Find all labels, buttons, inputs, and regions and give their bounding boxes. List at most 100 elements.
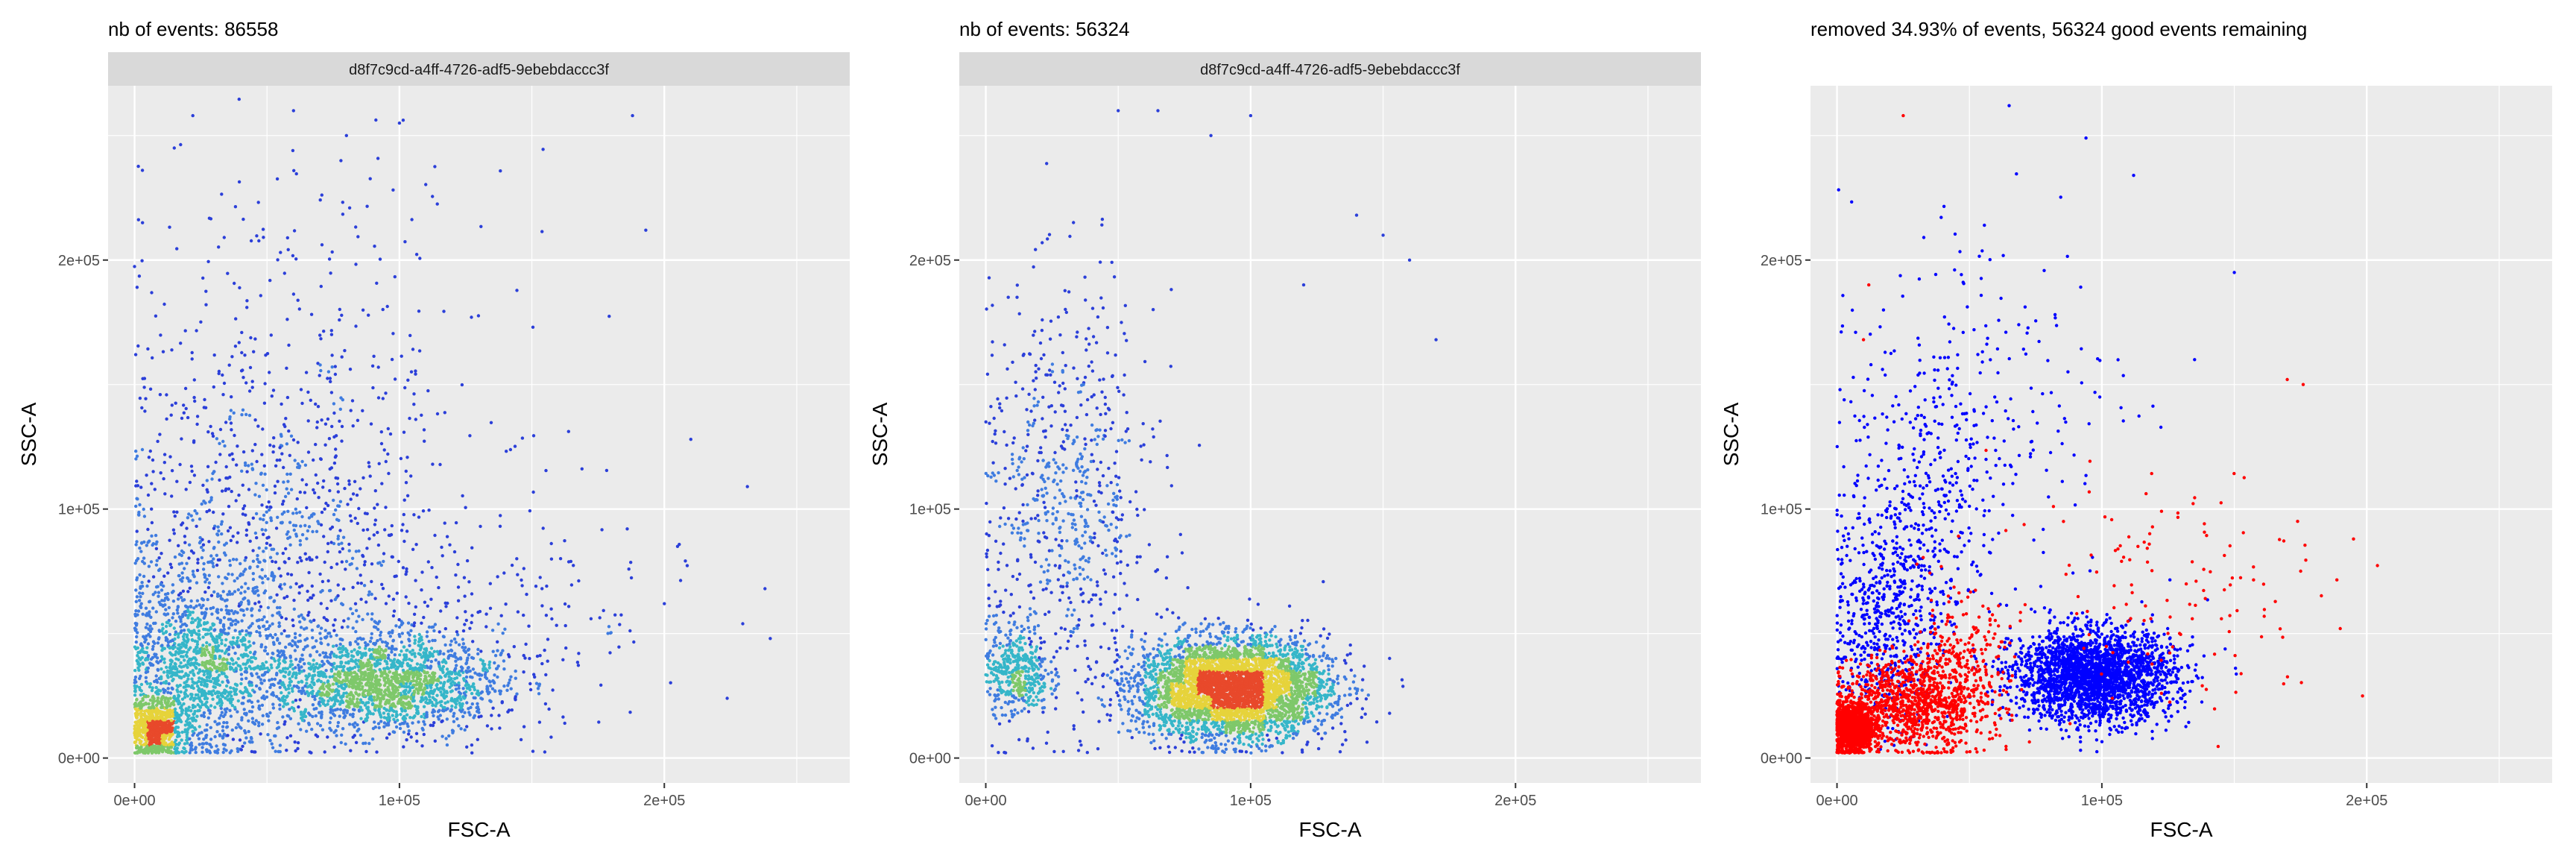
event-point — [173, 710, 177, 714]
event-point — [224, 690, 228, 693]
event-point — [244, 736, 248, 740]
event-point — [379, 691, 383, 696]
event-point — [435, 686, 439, 690]
event-point — [177, 658, 180, 661]
event-point — [221, 680, 224, 684]
event-point — [162, 717, 165, 721]
event-point — [321, 728, 325, 731]
event-point — [353, 725, 356, 729]
event-point — [307, 525, 312, 529]
event-point — [496, 622, 500, 626]
event-point — [216, 558, 221, 562]
event-point — [390, 647, 394, 651]
event-point — [211, 605, 215, 610]
event-point — [151, 696, 154, 699]
event-point — [369, 422, 373, 426]
event-point — [142, 507, 145, 512]
event-point — [337, 689, 341, 693]
event-point — [239, 561, 242, 566]
event-point — [257, 704, 262, 708]
event-point — [210, 477, 214, 481]
event-point — [400, 529, 404, 532]
event-point — [226, 694, 230, 698]
event-point — [259, 664, 263, 669]
event-point — [381, 587, 385, 591]
event-point — [173, 707, 177, 711]
event-point — [192, 630, 197, 635]
event-point — [385, 681, 388, 685]
event-point — [196, 558, 200, 561]
event-point — [136, 613, 139, 617]
event-point — [435, 683, 438, 687]
event-point — [144, 606, 148, 610]
event-point — [319, 637, 323, 641]
event-point — [383, 528, 387, 532]
event-point — [322, 687, 326, 691]
event-point — [173, 555, 177, 559]
event-point — [382, 690, 387, 693]
event-point — [265, 660, 268, 664]
event-point — [287, 429, 291, 433]
event-point — [180, 561, 184, 565]
event-point — [166, 571, 170, 575]
event-point — [469, 675, 473, 679]
event-point — [488, 699, 492, 702]
event-point — [272, 576, 276, 579]
event-point — [373, 518, 378, 522]
event-point — [400, 662, 404, 667]
event-point — [400, 696, 404, 699]
event-point — [268, 738, 272, 743]
event-point — [388, 683, 392, 687]
event-point — [299, 524, 303, 528]
event-point — [172, 510, 176, 514]
event-point — [183, 742, 187, 746]
event-point — [244, 676, 248, 680]
event-point — [323, 636, 328, 640]
event-point — [291, 292, 296, 296]
event-point — [390, 357, 394, 362]
event-point — [137, 599, 142, 602]
event-point — [449, 639, 453, 643]
event-point — [232, 411, 236, 415]
event-point — [197, 679, 201, 683]
event-point — [261, 581, 265, 585]
event-point — [221, 582, 224, 585]
event-point — [227, 590, 231, 594]
event-point — [410, 658, 414, 662]
event-point — [452, 668, 457, 673]
event-point — [332, 665, 335, 669]
event-point — [288, 535, 292, 539]
event-point — [384, 648, 388, 652]
event-point — [476, 702, 479, 705]
event-point — [155, 680, 160, 685]
event-point — [355, 662, 359, 666]
event-point — [272, 436, 276, 440]
event-point — [439, 609, 443, 613]
event-point — [376, 681, 379, 685]
event-point — [344, 567, 347, 571]
event-point — [224, 674, 227, 679]
event-point — [183, 535, 187, 538]
event-point — [306, 390, 310, 394]
event-point — [456, 562, 460, 567]
event-point — [162, 461, 166, 465]
event-point — [496, 640, 499, 644]
event-point — [203, 665, 207, 670]
event-point — [354, 640, 358, 644]
event-point — [262, 667, 267, 670]
event-point — [370, 592, 373, 597]
event-point — [212, 546, 216, 550]
event-point — [247, 488, 251, 491]
event-point — [258, 667, 262, 671]
event-point — [208, 673, 212, 676]
event-point — [174, 672, 178, 676]
event-point — [445, 717, 449, 721]
event-point — [231, 619, 235, 623]
event-point — [260, 723, 265, 726]
event-point — [375, 649, 379, 653]
event-point — [423, 686, 427, 690]
event-point — [192, 573, 195, 576]
event-point — [340, 439, 344, 443]
event-point — [141, 591, 145, 595]
event-point — [303, 463, 308, 467]
